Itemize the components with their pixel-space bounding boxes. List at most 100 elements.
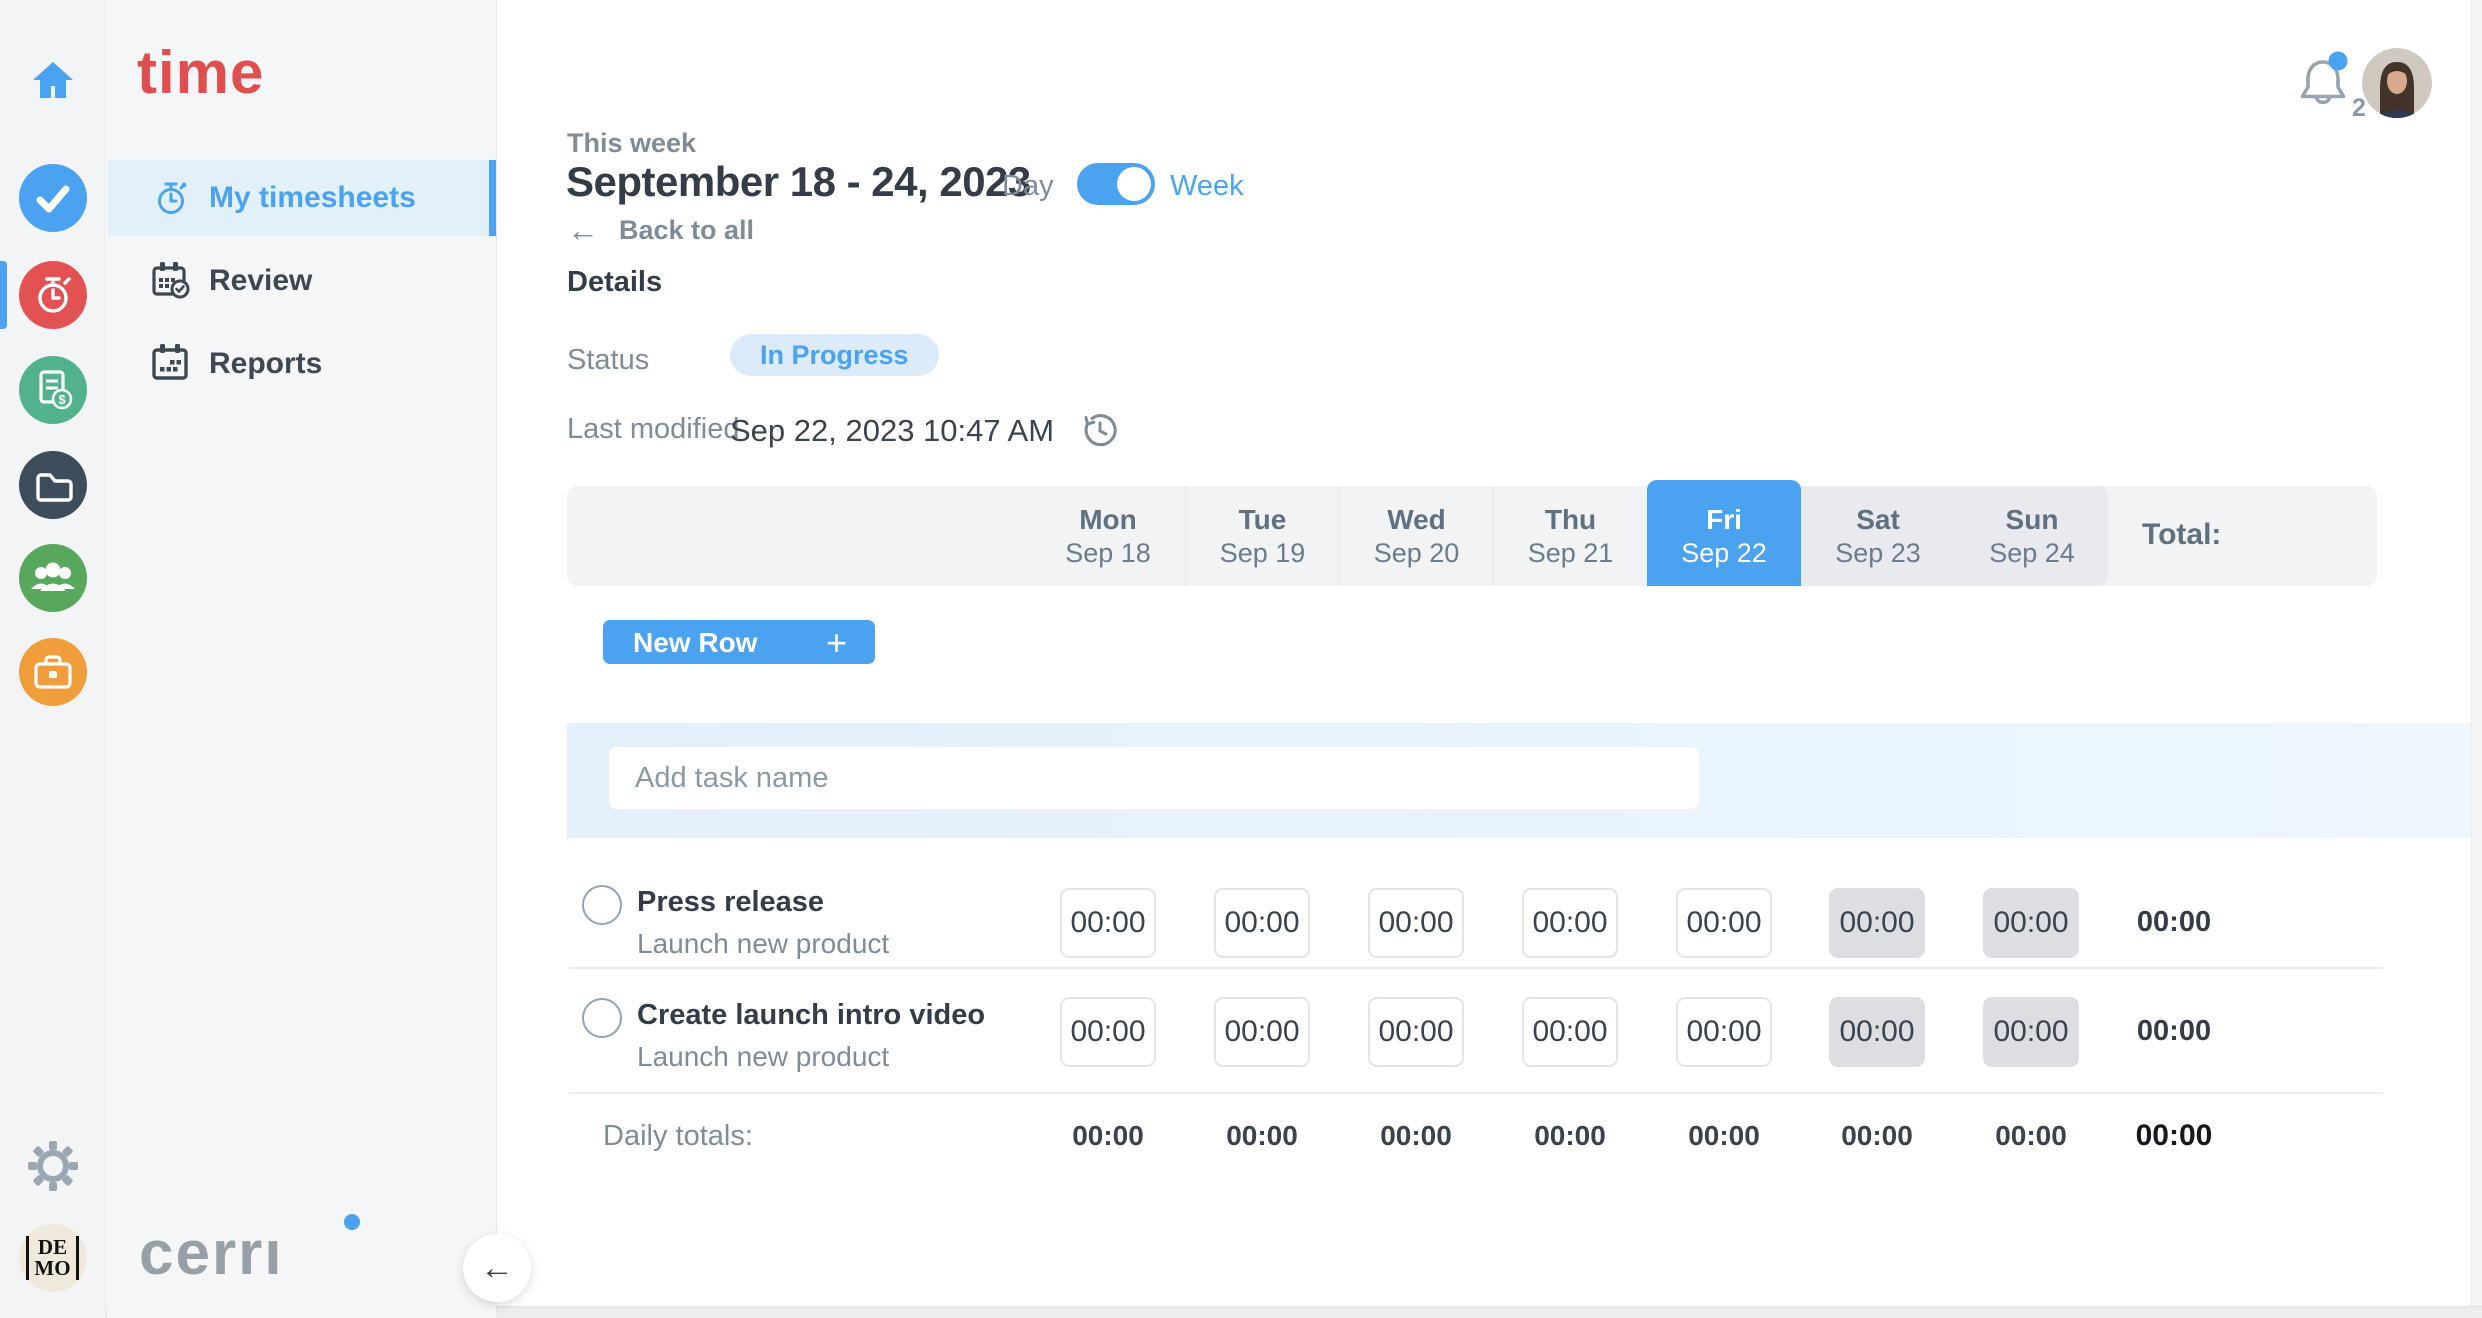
sidebar-item-reports[interactable]: Reports: [107, 326, 496, 402]
cerri-brand-dot: [344, 1214, 360, 1230]
sidebar-item-label: Review: [209, 264, 313, 297]
day-column-fri-selected[interactable]: Fri Sep 22: [1647, 480, 1801, 586]
row-total: 00:00: [2136, 906, 2212, 938]
collapse-sidebar-button[interactable]: ←: [463, 1234, 531, 1302]
timesheet-row: Create launch intro video Launch new pro…: [567, 968, 2382, 1092]
task-project: Launch new product: [637, 928, 890, 959]
toggle-knob: [1117, 167, 1151, 201]
stopwatch-icon[interactable]: [18, 261, 87, 329]
active-app-indicator: [0, 261, 7, 329]
daily-total-sat: 00:00: [1841, 1120, 1913, 1151]
daily-total-tue: 00:00: [1226, 1120, 1298, 1151]
task-title: Press release: [637, 886, 825, 918]
row-divider: [569, 967, 2383, 969]
toggle-day-label[interactable]: Day: [1002, 170, 1054, 202]
status-badge: In Progress: [730, 334, 939, 376]
day-column-mon[interactable]: Mon Sep 18: [1031, 486, 1185, 586]
add-task-band: [567, 723, 2472, 838]
day-column-sun[interactable]: Sun Sep 24: [1955, 486, 2108, 586]
notification-badge-dot: [2328, 51, 2348, 71]
calendar-grid-icon: [147, 341, 195, 387]
time-cell-sat: 00:00: [1829, 997, 1925, 1067]
history-icon[interactable]: [1078, 408, 1122, 457]
notifications-bell[interactable]: 2: [2296, 48, 2366, 122]
row-select-radio[interactable]: [582, 885, 622, 925]
time-cell-wed[interactable]: 00:00: [1368, 888, 1464, 958]
folder-icon[interactable]: [18, 451, 87, 519]
day-date: Sep 23: [1835, 538, 1921, 568]
cerri-brand-logo: cerrı: [139, 1219, 284, 1288]
tasks-check-icon[interactable]: [18, 164, 87, 232]
time-cell-mon[interactable]: 00:00: [1060, 997, 1156, 1067]
daily-total-mon: 00:00: [1072, 1120, 1144, 1151]
row-total: 00:00: [2136, 1015, 2212, 1047]
notification-count: 2: [2352, 94, 2366, 122]
status-label: Status: [567, 344, 650, 376]
time-cell-sun: 00:00: [1983, 997, 2079, 1067]
day-date: Sep 21: [1527, 538, 1614, 568]
day-column-tue[interactable]: Tue Sep 19: [1185, 486, 1339, 586]
calendar-check-icon: [147, 258, 195, 304]
sidebar-item-review[interactable]: Review: [107, 243, 496, 319]
demo-label-line1: DE: [37, 1235, 68, 1259]
day-date: Sep 20: [1373, 538, 1460, 568]
time-cell-thu[interactable]: 00:00: [1522, 888, 1618, 958]
sidebar-item-my-timesheets[interactable]: My timesheets: [107, 160, 496, 236]
day-week-toggle[interactable]: [1077, 163, 1155, 205]
sidebar-item-label: Reports: [209, 347, 323, 380]
day-column-sat[interactable]: Sat Sep 23: [1801, 486, 1955, 586]
period-label: This week: [567, 128, 697, 158]
day-name: Mon: [1079, 504, 1137, 535]
window-bottom-edge: [0, 1306, 2482, 1318]
day-date: Sep 22: [1681, 538, 1767, 568]
day-date: Sep 18: [1065, 538, 1151, 568]
timesheet-row: Press release Launch new product 00:00 0…: [567, 868, 2382, 968]
last-modified-value: Sep 22, 2023 10:47 AM: [730, 413, 1055, 448]
scrollbar-track[interactable]: [2471, 0, 2482, 1318]
time-cell-sun: 00:00: [1983, 888, 2079, 958]
sidebar: time My timesheets: [107, 0, 497, 1318]
billing-document-icon[interactable]: $: [18, 356, 87, 424]
row-select-radio[interactable]: [582, 998, 622, 1038]
time-cell-fri[interactable]: 00:00: [1676, 888, 1772, 958]
daily-total-sun: 00:00: [1995, 1120, 2067, 1151]
task-project: Launch new product: [637, 1041, 890, 1072]
demo-badge: DE MO: [18, 1224, 87, 1292]
settings-gear-icon[interactable]: [27, 1140, 79, 1197]
details-heading: Details: [567, 266, 663, 298]
weekly-grand-total: 00:00: [2135, 1119, 2213, 1152]
time-cell-thu[interactable]: 00:00: [1522, 997, 1618, 1067]
home-icon[interactable]: [29, 56, 77, 109]
daily-total-wed: 00:00: [1380, 1120, 1452, 1151]
row-divider: [569, 1092, 2383, 1094]
sidebar-item-label: My timesheets: [209, 181, 416, 214]
plus-icon: +: [825, 622, 847, 663]
day-column-thu[interactable]: Thu Sep 21: [1493, 486, 1647, 586]
day-name: Thu: [1544, 504, 1597, 535]
new-row-button[interactable]: New Row +: [603, 620, 875, 664]
svg-text:$: $: [58, 392, 66, 407]
collapse-arrow-icon: ←: [480, 1248, 514, 1287]
bell-icon: [2300, 51, 2348, 105]
page-title: September 18 - 24, 2023: [566, 158, 1031, 205]
time-cell-mon[interactable]: 00:00: [1060, 888, 1156, 958]
week-header-bar: Mon Sep 18 Tue Sep 19 Wed Sep 20 Thu Sep…: [567, 480, 2377, 586]
day-name: Sat: [1856, 504, 1900, 535]
daily-total-fri: 00:00: [1688, 1120, 1760, 1151]
time-cell-tue[interactable]: 00:00: [1214, 997, 1310, 1067]
user-avatar[interactable]: [2362, 48, 2432, 118]
time-cell-tue[interactable]: 00:00: [1214, 888, 1310, 958]
day-name: Fri: [1706, 504, 1742, 535]
demo-label-line2: MO: [34, 1256, 71, 1280]
app-rail: $: [0, 0, 106, 1318]
add-task-name-input[interactable]: [608, 746, 1700, 810]
people-icon[interactable]: [18, 544, 87, 612]
day-date: Sep 19: [1219, 538, 1306, 568]
briefcase-icon[interactable]: [18, 638, 87, 706]
time-cell-wed[interactable]: 00:00: [1368, 997, 1464, 1067]
toggle-week-label[interactable]: Week: [1170, 170, 1244, 202]
time-cell-fri[interactable]: 00:00: [1676, 997, 1772, 1067]
daily-totals-label: Daily totals:: [603, 1120, 753, 1152]
day-column-wed[interactable]: Wed Sep 20: [1339, 486, 1493, 586]
back-to-all-link[interactable]: ← Back to all: [567, 212, 754, 249]
